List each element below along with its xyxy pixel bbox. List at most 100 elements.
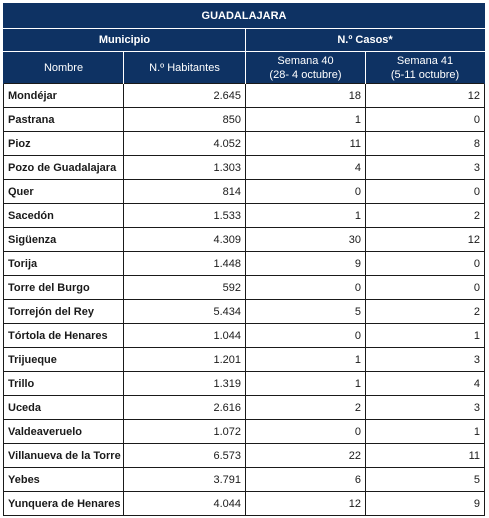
semana40-value: 0 bbox=[245, 275, 366, 300]
habitantes-value: 1.201 bbox=[123, 347, 246, 372]
municipio-name: Trillo bbox=[3, 371, 124, 396]
semana41-value: 3 bbox=[364, 155, 486, 180]
municipio-name: Yebes bbox=[3, 467, 124, 492]
table-row: Torrejón del Rey 5.434 5 2 bbox=[3, 299, 486, 324]
semana41-value: 11 bbox=[364, 443, 486, 468]
habitantes-value: 4.309 bbox=[123, 227, 246, 252]
semana41-label: Semana 41 bbox=[396, 54, 454, 67]
habitantes-value: 2.645 bbox=[123, 83, 246, 108]
semana41-value: 4 bbox=[364, 371, 486, 396]
semana41-value: 0 bbox=[364, 107, 486, 132]
habitantes-value: 1.044 bbox=[123, 323, 246, 348]
habitantes-value: 814 bbox=[123, 179, 246, 204]
data-table-container: GUADALAJARA Municipio N.º Casos* Nombre … bbox=[2, 3, 486, 516]
habitantes-value: 1.303 bbox=[123, 155, 246, 180]
casos-table: GUADALAJARA Municipio N.º Casos* Nombre … bbox=[2, 3, 486, 516]
semana40-value: 4 bbox=[245, 155, 366, 180]
semana40-value: 1 bbox=[245, 347, 366, 372]
table-row: Quer 814 0 0 bbox=[3, 179, 486, 204]
habitantes-value: 1.533 bbox=[123, 203, 246, 228]
habitantes-value: 4.052 bbox=[123, 131, 246, 156]
semana41-value: 12 bbox=[364, 227, 486, 252]
semana41-range: (5-11 octubre) bbox=[390, 68, 460, 81]
semana41-value: 0 bbox=[364, 179, 486, 204]
municipio-name: Sigüenza bbox=[3, 227, 124, 252]
semana41-value: 0 bbox=[364, 275, 486, 300]
table-row: Tórtola de Henares 1.044 0 1 bbox=[3, 323, 486, 348]
habitantes-value: 6.573 bbox=[123, 443, 246, 468]
column-header-semana40: Semana 40 (28- 4 octubre) bbox=[245, 51, 366, 84]
habitantes-value: 592 bbox=[123, 275, 246, 300]
casos-group-header: N.º Casos* bbox=[244, 28, 486, 52]
column-header-habitantes: N.º Habitantes bbox=[123, 51, 246, 84]
semana40-value: 11 bbox=[245, 131, 366, 156]
table-row: Trillo 1.319 1 4 bbox=[3, 371, 486, 396]
semana41-value: 3 bbox=[364, 395, 486, 420]
table-row: Valdeaveruelo 1.072 0 1 bbox=[3, 419, 486, 444]
municipio-name: Pastrana bbox=[3, 107, 124, 132]
table-row: Torija 1.448 9 0 bbox=[3, 251, 486, 276]
habitantes-value: 1.448 bbox=[123, 251, 246, 276]
municipio-name: Torrejón del Rey bbox=[3, 299, 124, 324]
group-header-row: Municipio N.º Casos* bbox=[3, 28, 486, 52]
semana41-value: 3 bbox=[364, 347, 486, 372]
municipio-name: Torija bbox=[3, 251, 124, 276]
column-header-nombre: Nombre bbox=[3, 51, 124, 84]
municipio-name: Quer bbox=[3, 179, 124, 204]
table-row: Pioz 4.052 11 8 bbox=[3, 131, 486, 156]
column-header-semana41: Semana 41 (5-11 octubre) bbox=[364, 51, 486, 84]
municipio-group-header: Municipio bbox=[3, 28, 246, 52]
habitantes-value: 1.319 bbox=[123, 371, 246, 396]
municipio-name: Villanueva de la Torre bbox=[3, 443, 124, 468]
table-row: Yunquera de Henares 4.044 12 9 bbox=[3, 491, 486, 516]
semana41-value: 2 bbox=[364, 203, 486, 228]
semana40-value: 9 bbox=[245, 251, 366, 276]
municipio-name: Pioz bbox=[3, 131, 124, 156]
semana41-value: 0 bbox=[364, 251, 486, 276]
semana41-value: 2 bbox=[364, 299, 486, 324]
semana41-value: 12 bbox=[364, 83, 486, 108]
habitantes-value: 2.616 bbox=[123, 395, 246, 420]
table-row: Sacedón 1.533 1 2 bbox=[3, 203, 486, 228]
table-row: Villanueva de la Torre 6.573 22 11 bbox=[3, 443, 486, 468]
semana40-value: 22 bbox=[245, 443, 366, 468]
municipio-name: Yunquera de Henares bbox=[3, 491, 124, 516]
semana40-value: 30 bbox=[245, 227, 366, 252]
semana40-range: (28- 4 octubre) bbox=[269, 68, 342, 81]
semana40-value: 1 bbox=[245, 203, 366, 228]
table-row: Trijueque 1.201 1 3 bbox=[3, 347, 486, 372]
semana40-value: 6 bbox=[245, 467, 366, 492]
table-title: GUADALAJARA bbox=[2, 3, 486, 29]
table-row: Uceda 2.616 2 3 bbox=[3, 395, 486, 420]
semana41-value: 8 bbox=[364, 131, 486, 156]
habitantes-value: 4.044 bbox=[123, 491, 246, 516]
table-row: Mondéjar 2.645 18 12 bbox=[3, 83, 486, 108]
semana40-value: 2 bbox=[245, 395, 366, 420]
semana40-label: Semana 40 bbox=[277, 54, 334, 67]
semana40-value: 5 bbox=[245, 299, 366, 324]
municipio-name: Mondéjar bbox=[3, 83, 124, 108]
municipio-name: Torre del Burgo bbox=[3, 275, 124, 300]
municipio-name: Trijueque bbox=[3, 347, 124, 372]
table-title-row: GUADALAJARA bbox=[2, 3, 486, 29]
municipio-name: Tórtola de Henares bbox=[3, 323, 124, 348]
municipio-name: Sacedón bbox=[3, 203, 124, 228]
habitantes-value: 3.791 bbox=[123, 467, 246, 492]
habitantes-value: 5.434 bbox=[123, 299, 246, 324]
semana40-value: 0 bbox=[245, 323, 366, 348]
semana40-value: 12 bbox=[245, 491, 366, 516]
semana41-value: 1 bbox=[364, 323, 486, 348]
semana40-value: 0 bbox=[245, 419, 366, 444]
semana41-value: 9 bbox=[364, 491, 486, 516]
table-row: Pozo de Guadalajara 1.303 4 3 bbox=[3, 155, 486, 180]
table-row: Sigüenza 4.309 30 12 bbox=[3, 227, 486, 252]
municipio-name: Valdeaveruelo bbox=[3, 419, 124, 444]
municipio-name: Pozo de Guadalajara bbox=[3, 155, 124, 180]
table-body: Mondéjar 2.645 18 12 Pastrana 850 1 0 Pioz 4.05… bbox=[3, 83, 486, 516]
table-row: Torre del Burgo 592 0 0 bbox=[3, 275, 486, 300]
semana40-value: 1 bbox=[245, 371, 366, 396]
habitantes-value: 1.072 bbox=[123, 419, 246, 444]
table-row: Pastrana 850 1 0 bbox=[3, 107, 486, 132]
semana40-value: 1 bbox=[245, 107, 366, 132]
semana41-value: 1 bbox=[364, 419, 486, 444]
